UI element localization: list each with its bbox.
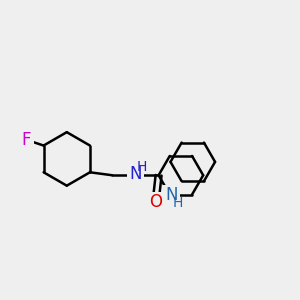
Text: H: H [137, 160, 147, 174]
Bar [163, 185, 180, 204]
Bar [147, 192, 164, 212]
Text: N: N [165, 186, 178, 204]
Text: F: F [21, 130, 31, 148]
Bar [17, 130, 34, 149]
Bar [127, 164, 144, 183]
Text: N: N [129, 165, 142, 183]
Text: O: O [149, 193, 162, 211]
Text: H: H [172, 196, 183, 210]
